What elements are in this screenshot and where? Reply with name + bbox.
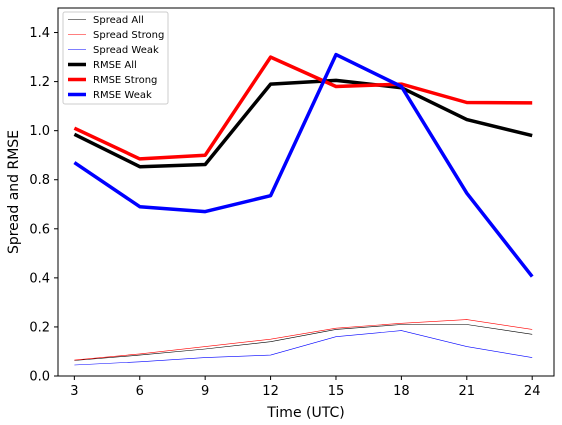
legend-label-rmse-strong: RMSE Strong [93,75,157,86]
y-tick-label: 1.4 [29,26,50,41]
x-tick-label: 12 [262,384,279,399]
y-tick-label: 0.6 [29,222,50,237]
series-line-rmse-weak [73,52,534,278]
x-tick-label: 3 [70,384,78,399]
series-line-spread-weak [74,330,533,366]
plot-lines [73,52,534,366]
legend-label-spread-strong: Spread Strong [93,30,164,41]
y-tick-label: 0.0 [29,370,50,385]
y-tick-label: 1.2 [29,75,50,90]
legend-box [62,11,169,105]
legend-label-spread-weak: Spread Weak [93,45,159,56]
x-axis-label: Time (UTC) [266,405,344,421]
x-axis: 3 6 9 12 15 18 21 24 [70,376,540,399]
legend-label-spread-all: Spread All [93,15,144,26]
series-line-spread-all [74,324,533,361]
series-line-rmse-strong [73,55,533,161]
x-tick-label: 24 [524,384,541,399]
series-line-rmse-all [73,78,533,169]
legend-label-rmse-all: RMSE All [93,60,137,71]
y-axis-label: Spread and RMSE [6,130,22,254]
x-tick-label: 18 [393,384,410,399]
x-tick-label: 9 [201,384,209,399]
y-tick-label: 0.4 [29,271,50,286]
x-tick-label: 21 [459,384,476,399]
legend: Spread All Spread Strong Spread Weak RMSE A… [62,11,169,105]
y-tick-label: 0.8 [29,173,50,188]
x-tick-label: 15 [328,384,345,399]
plot-frame [57,7,555,377]
series-line-spread-strong [74,319,533,361]
y-tick-label: 1.0 [29,124,50,139]
legend-label-rmse-weak: RMSE Weak [93,90,152,101]
y-axis: 0.0 0.2 0.4 0.6 0.8 1.0 1.2 1.4 [29,26,58,385]
y-tick-label: 0.2 [29,320,50,335]
x-tick-label: 6 [136,384,144,399]
